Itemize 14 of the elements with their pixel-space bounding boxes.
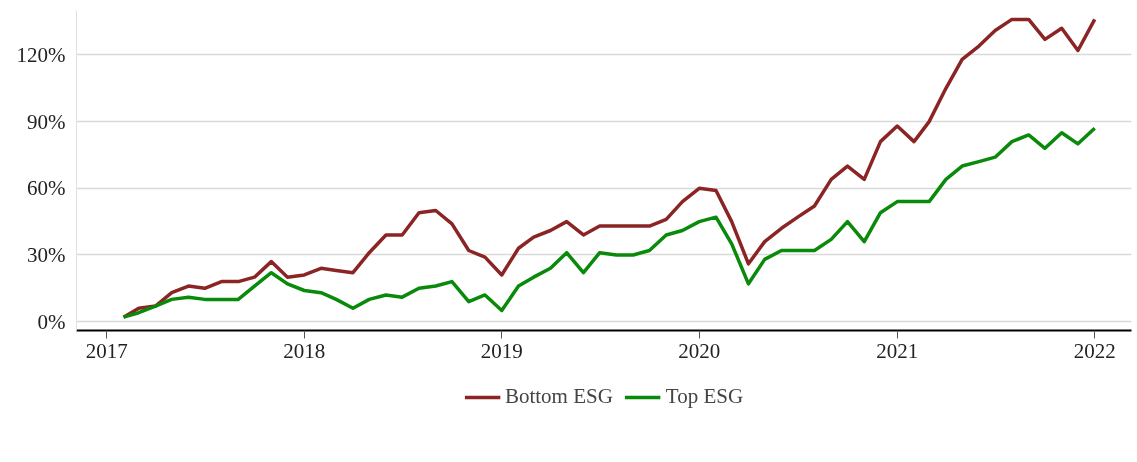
line-series [121, 126, 1097, 319]
y-tick-label: 120% [16, 42, 66, 67]
x-tick-label: 2018 [283, 338, 326, 363]
x-tick-label: 2022 [1073, 338, 1116, 363]
y-tick-label: 60% [27, 176, 66, 201]
x-tick-label: 2017 [85, 338, 128, 363]
y-tick-label: 90% [27, 109, 66, 134]
x-tick-label: 2021 [876, 338, 919, 363]
y-tick-label: 0% [37, 309, 66, 334]
y-tick-label: 30% [27, 242, 66, 267]
legend-label: Bottom ESG [504, 384, 613, 409]
x-tick-label: 2019 [480, 338, 523, 363]
legend-label: Top ESG [665, 384, 744, 409]
x-tick-label: 2020 [678, 338, 721, 363]
